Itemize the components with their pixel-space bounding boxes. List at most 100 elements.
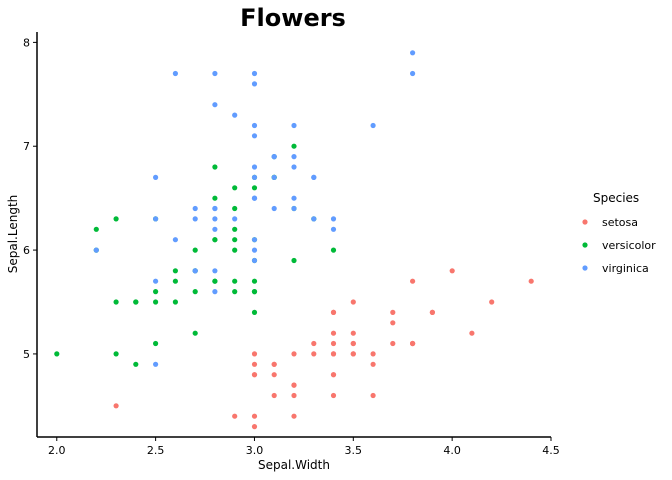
- x-axis-ticks: 2.0 2.5 3.0 3.5 4.0 4.5: [48, 437, 560, 457]
- x-tick-label: 2.5: [147, 444, 165, 457]
- data-point-virginica: [192, 216, 198, 222]
- data-point-versicolor: [192, 289, 198, 295]
- data-point-virginica: [153, 361, 159, 367]
- data-point-setosa: [291, 351, 297, 357]
- data-point-versicolor: [192, 330, 198, 336]
- data-point-versicolor: [212, 237, 218, 243]
- data-point-setosa: [350, 299, 356, 305]
- data-point-setosa: [390, 309, 396, 315]
- data-point-setosa: [330, 309, 337, 315]
- data-point-versicolor: [172, 268, 178, 274]
- data-point-versicolor: [113, 351, 119, 357]
- data-point-versicolor: [232, 205, 238, 212]
- legend-title: Species: [593, 191, 639, 205]
- data-point-versicolor: [172, 299, 178, 305]
- plot-area: 2.0 2.5 3.0 3.5 4.0 4.5 5 6 7 8: [23, 32, 560, 457]
- data-point-setosa: [469, 330, 475, 336]
- data-point-versicolor: [153, 340, 159, 347]
- data-point-virginica: [311, 174, 317, 180]
- data-point-versicolor: [133, 299, 139, 305]
- data-point-versicolor: [232, 289, 238, 295]
- data-point-setosa: [350, 351, 356, 357]
- legend-key-virginica: [582, 265, 588, 271]
- data-point-setosa: [232, 413, 238, 419]
- data-point-versicolor: [232, 237, 238, 243]
- data-point-virginica: [291, 154, 297, 160]
- data-point-setosa: [449, 268, 455, 274]
- data-point-setosa: [330, 340, 337, 347]
- data-point-setosa: [291, 392, 297, 399]
- x-tick-label: 3.0: [246, 444, 264, 457]
- data-point-virginica: [291, 205, 297, 212]
- data-point-virginica: [212, 205, 218, 212]
- data-point-virginica: [192, 205, 198, 212]
- data-point-virginica: [172, 70, 178, 77]
- x-tick-label: 2.0: [48, 444, 66, 457]
- data-point-versicolor: [153, 289, 159, 295]
- data-point-virginica: [153, 278, 159, 284]
- data-point-setosa: [251, 361, 258, 367]
- data-point-virginica: [212, 289, 218, 295]
- data-point-virginica: [192, 268, 198, 274]
- data-point-versicolor: [251, 309, 258, 315]
- data-point-setosa: [113, 403, 119, 409]
- data-point-virginica: [370, 122, 376, 129]
- y-tick-label: 7: [23, 140, 30, 153]
- data-point-virginica: [251, 237, 258, 243]
- data-point-virginica: [251, 195, 258, 201]
- data-point-versicolor: [113, 216, 119, 222]
- data-point-setosa: [350, 340, 356, 347]
- data-point-virginica: [291, 122, 297, 129]
- data-point-versicolor: [172, 278, 178, 284]
- data-point-virginica: [212, 70, 218, 77]
- data-point-virginica: [212, 102, 218, 108]
- data-point-versicolor: [212, 195, 218, 201]
- chart-title: Flowers: [240, 4, 346, 32]
- data-point-setosa: [390, 340, 396, 347]
- data-point-virginica: [251, 247, 258, 253]
- legend-label-virginica: virginica: [602, 262, 649, 275]
- data-point-setosa: [291, 413, 297, 419]
- data-point-virginica: [212, 268, 218, 274]
- data-point-versicolor: [212, 278, 218, 284]
- x-tick-label: 3.5: [345, 444, 363, 457]
- data-point-setosa: [330, 351, 337, 357]
- data-point-versicolor: [113, 299, 119, 305]
- data-point-versicolor: [133, 361, 139, 367]
- data-point-virginica: [410, 70, 416, 77]
- data-point-versicolor: [291, 257, 297, 264]
- data-point-setosa: [271, 392, 277, 399]
- data-point-versicolor: [251, 278, 258, 284]
- y-axis-ticks: 5 6 7 8: [23, 36, 37, 361]
- data-point-versicolor: [330, 247, 337, 253]
- data-point-setosa: [330, 372, 337, 378]
- data-point-setosa: [330, 330, 337, 336]
- data-point-virginica: [251, 122, 258, 129]
- data-point-virginica: [271, 205, 277, 212]
- data-point-virginica: [271, 154, 277, 160]
- x-axis-label: Sepal.Width: [258, 458, 330, 472]
- data-point-virginica: [232, 216, 238, 222]
- data-point-virginica: [172, 237, 178, 243]
- data-point-virginica: [93, 247, 99, 253]
- data-point-versicolor: [192, 247, 198, 253]
- data-point-virginica: [212, 226, 218, 232]
- data-point-setosa: [271, 372, 277, 378]
- data-point-virginica: [251, 174, 258, 180]
- legend-items: setosa versicolor virginica: [582, 216, 656, 275]
- data-point-setosa: [251, 424, 258, 430]
- x-tick-label: 4.0: [443, 444, 461, 457]
- data-point-setosa: [528, 278, 534, 284]
- data-point-virginica: [251, 257, 258, 264]
- data-point-virginica: [212, 216, 218, 222]
- data-point-virginica: [251, 81, 258, 87]
- data-point-setosa: [251, 372, 258, 378]
- data-point-virginica: [251, 164, 258, 170]
- data-point-versicolor: [54, 351, 60, 357]
- y-tick-label: 6: [23, 244, 30, 257]
- data-point-virginica: [232, 112, 238, 118]
- data-point-versicolor: [232, 185, 238, 191]
- data-point-setosa: [271, 361, 277, 367]
- legend-label-setosa: setosa: [602, 216, 638, 229]
